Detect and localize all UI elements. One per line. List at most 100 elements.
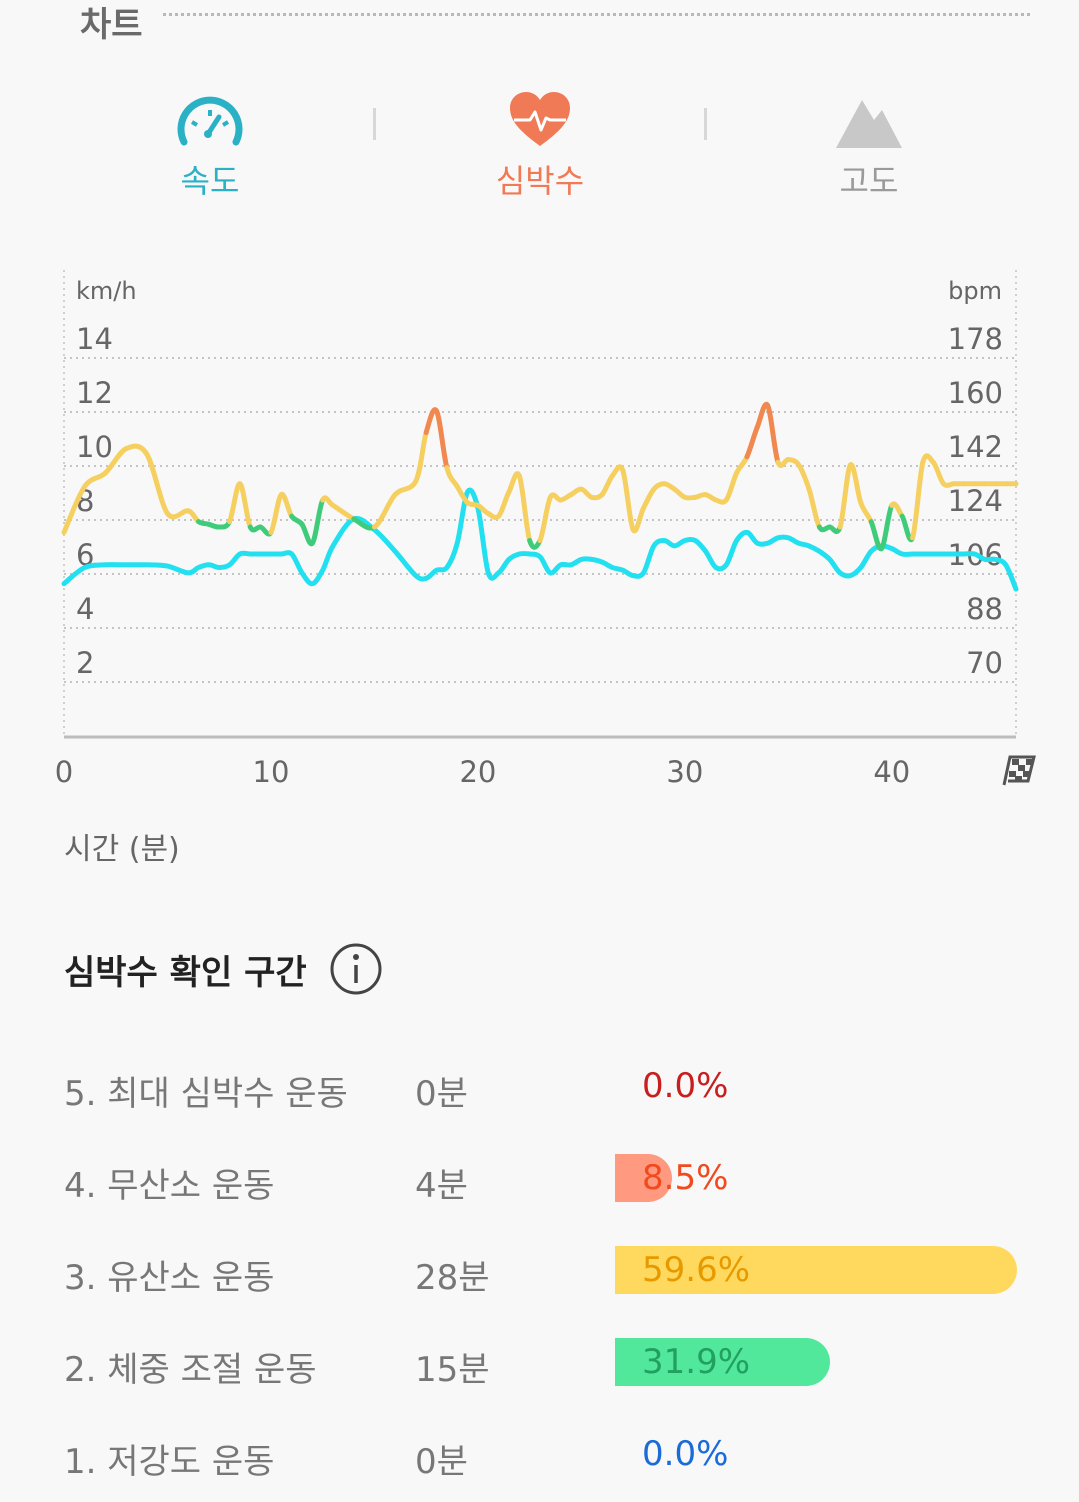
heart-rate-zone-title: 심박수 확인 구간 <box>64 952 307 993</box>
x-tick-label: 10 <box>253 755 290 789</box>
zone-label: 1. 저강도 운동 <box>64 1442 275 1482</box>
left-tick-label: 14 <box>76 322 113 356</box>
metric-tabs: 속도 심박수 고도 <box>0 90 1079 210</box>
heart-rate-line-segment <box>164 508 191 520</box>
zone-row: 2. 체중 조절 운동 15분 31.9% <box>0 1334 1079 1394</box>
zone-label: 3. 유산소 운동 <box>64 1258 275 1298</box>
x-axis-title: 시간 (분) <box>64 832 180 867</box>
info-icon[interactable] <box>329 942 383 996</box>
heart-rate-line-segment <box>868 519 884 552</box>
heart-rate-line-segment <box>434 408 450 471</box>
x-tick-label: 40 <box>873 755 910 789</box>
heart-rate-line-segment <box>444 465 460 489</box>
heart-rate-line-segment <box>61 484 88 535</box>
x-tick-label: 20 <box>459 755 496 789</box>
header-divider <box>162 12 1030 16</box>
heart-rate-line-segment <box>837 462 853 530</box>
speedometer-icon <box>177 96 243 146</box>
section-title: 차트 <box>80 4 143 45</box>
right-tick-label: 142 <box>948 430 1003 464</box>
heart-rate-line-segment <box>734 454 750 476</box>
tab-heart-rate[interactable]: 심박수 <box>440 90 640 210</box>
heart-rate-line-segment <box>144 451 170 516</box>
heart-rate-line-segment <box>620 467 636 533</box>
heart-rate-line-segment <box>413 430 429 484</box>
mountain-icon <box>836 100 902 148</box>
heart-rate-line-segment <box>878 502 895 552</box>
heart-rate-zone-header: 심박수 확인 구간 <box>64 942 383 996</box>
heart-rate-line-segment <box>806 486 822 530</box>
heart-rate-line-segment <box>268 492 284 535</box>
heart-rate-icon <box>510 92 570 146</box>
heart-rate-line-segment <box>299 521 315 547</box>
heart-rate-line-segment <box>765 403 781 465</box>
heart-rate-line-segment <box>796 462 812 492</box>
right-tick-label: 124 <box>948 484 1003 518</box>
zone-time: 15분 <box>415 1350 490 1390</box>
zone-percent: 0.0% <box>642 1434 729 1474</box>
left-tick-label: 12 <box>76 376 113 410</box>
heart-rate-line-segment <box>516 473 533 543</box>
tab-heart-rate-label: 심박수 <box>495 162 585 200</box>
zone-time: 0분 <box>415 1442 468 1482</box>
zone-label: 2. 체중 조절 운동 <box>64 1350 317 1390</box>
tab-altitude-label: 고도 <box>839 162 899 200</box>
zone-bar <box>615 1338 830 1386</box>
x-tick-label: 0 <box>55 755 73 789</box>
right-tick-label: 88 <box>966 592 1003 626</box>
heart-rate-line-segment <box>237 481 253 530</box>
heart-rate-line-segment <box>392 478 419 498</box>
zone-percent: 31.9% <box>642 1342 751 1382</box>
right-tick-label: 178 <box>948 322 1003 356</box>
heart-rate-line-segment <box>309 497 326 546</box>
zone-time: 28분 <box>415 1258 490 1298</box>
chart-section-header: 차트 <box>80 0 1030 45</box>
zone-percent: 8.5% <box>642 1158 729 1198</box>
right-axis-unit: bpm <box>948 277 1002 305</box>
zone-percent: 59.6% <box>642 1250 751 1290</box>
tab-speed[interactable]: 속도 <box>110 90 310 210</box>
heart-rate-line-segment <box>847 462 864 506</box>
left-tick-label: 2 <box>76 646 94 680</box>
zone-row: 1. 저강도 운동 0분 0.0% <box>0 1426 1079 1486</box>
zone-label: 5. 최대 심박수 운동 <box>64 1074 348 1114</box>
heart-rate-line-segment <box>371 492 398 530</box>
zone-time: 0분 <box>415 1074 468 1114</box>
right-tick-label: 160 <box>948 376 1003 410</box>
checkered-flag-icon <box>1002 755 1036 786</box>
heart-rate-line-segment <box>910 459 926 541</box>
zone-row: 3. 유산소 운동 28분 59.6% <box>0 1242 1079 1302</box>
zone-row: 4. 무산소 운동 4분 8.5% <box>0 1150 1079 1210</box>
heart-rate-line-segment <box>123 443 150 457</box>
heart-rate-line-segment <box>744 424 760 460</box>
heart-rate-line-segment <box>227 481 243 525</box>
heart-rate-line-segment <box>858 500 874 525</box>
speed-heart-rate-chart: km/h bpm 14 178 12 160 10 142 8 124 6 106 4 88 2 70 0 10 2… <box>0 260 1079 880</box>
heart-rate-line-segment <box>723 470 740 503</box>
speed-line <box>61 487 1019 592</box>
heart-rate-line-segment <box>640 486 657 511</box>
tab-separator <box>373 108 376 140</box>
heart-rate-line-segment <box>82 470 108 489</box>
tab-speed-label: 속도 <box>180 162 240 200</box>
heart-rate-line-segment <box>330 502 357 522</box>
zone-time: 4분 <box>415 1166 468 1206</box>
zone-label: 4. 무산소 운동 <box>64 1166 275 1206</box>
zone-bar <box>615 1154 672 1202</box>
heart-rate-line-segment <box>278 492 295 519</box>
right-tick-label: 70 <box>966 646 1003 680</box>
zone-row: 5. 최대 심박수 운동 0분 0.0% <box>0 1058 1079 1118</box>
zone-percent: 0.0% <box>642 1066 729 1106</box>
tab-altitude[interactable]: 고도 <box>769 90 969 210</box>
tab-separator <box>704 108 707 140</box>
heart-rate-line-segment <box>537 494 553 543</box>
heart-rate-line-segment <box>496 489 512 519</box>
left-axis-unit: km/h <box>76 277 137 305</box>
heart-rate-line-segment <box>930 459 947 487</box>
heart-rate-line-segment <box>599 473 615 498</box>
left-tick-label: 4 <box>76 592 94 626</box>
left-tick-label: 10 <box>76 430 113 464</box>
zone-bar <box>615 1246 1017 1294</box>
x-tick-label: 30 <box>666 755 703 789</box>
